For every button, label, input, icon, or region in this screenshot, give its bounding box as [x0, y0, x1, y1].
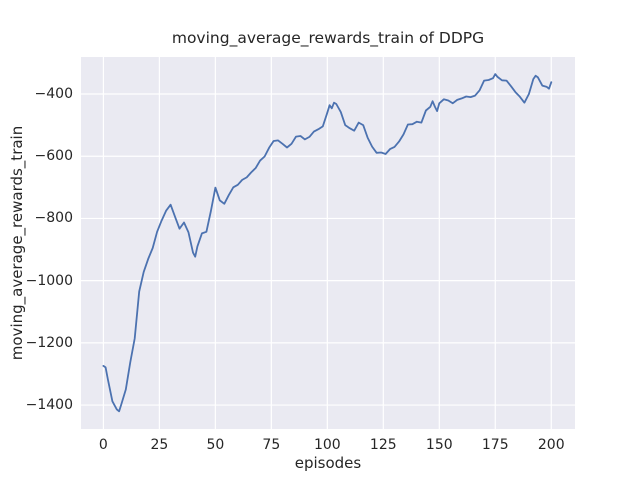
- x-tick-label: 50: [206, 437, 225, 453]
- x-tick-label: 150: [425, 437, 453, 453]
- plot-background: [81, 57, 575, 429]
- y-tick-label: −1000: [25, 272, 73, 289]
- y-tick-label: −400: [34, 86, 73, 102]
- x-tick-label: 0: [98, 437, 108, 453]
- y-tick-label: −600: [34, 148, 73, 165]
- x-tick-label: 100: [313, 437, 341, 453]
- data-line: [102, 73, 553, 413]
- x-tick-label: 125: [369, 437, 397, 453]
- y-tick-label: −800: [34, 210, 73, 227]
- x-tick-label: 25: [150, 437, 169, 453]
- x-tick-label: 75: [262, 437, 281, 453]
- x-axis-label: episodes: [294, 454, 362, 472]
- chart-title: moving_average_rewards_train of DDPG: [171, 29, 485, 47]
- y-tick-label: −1400: [25, 397, 73, 414]
- x-tick-label: 200: [537, 437, 565, 453]
- y-tick-label: −1200: [25, 334, 73, 351]
- x-tick-label: 175: [481, 437, 509, 453]
